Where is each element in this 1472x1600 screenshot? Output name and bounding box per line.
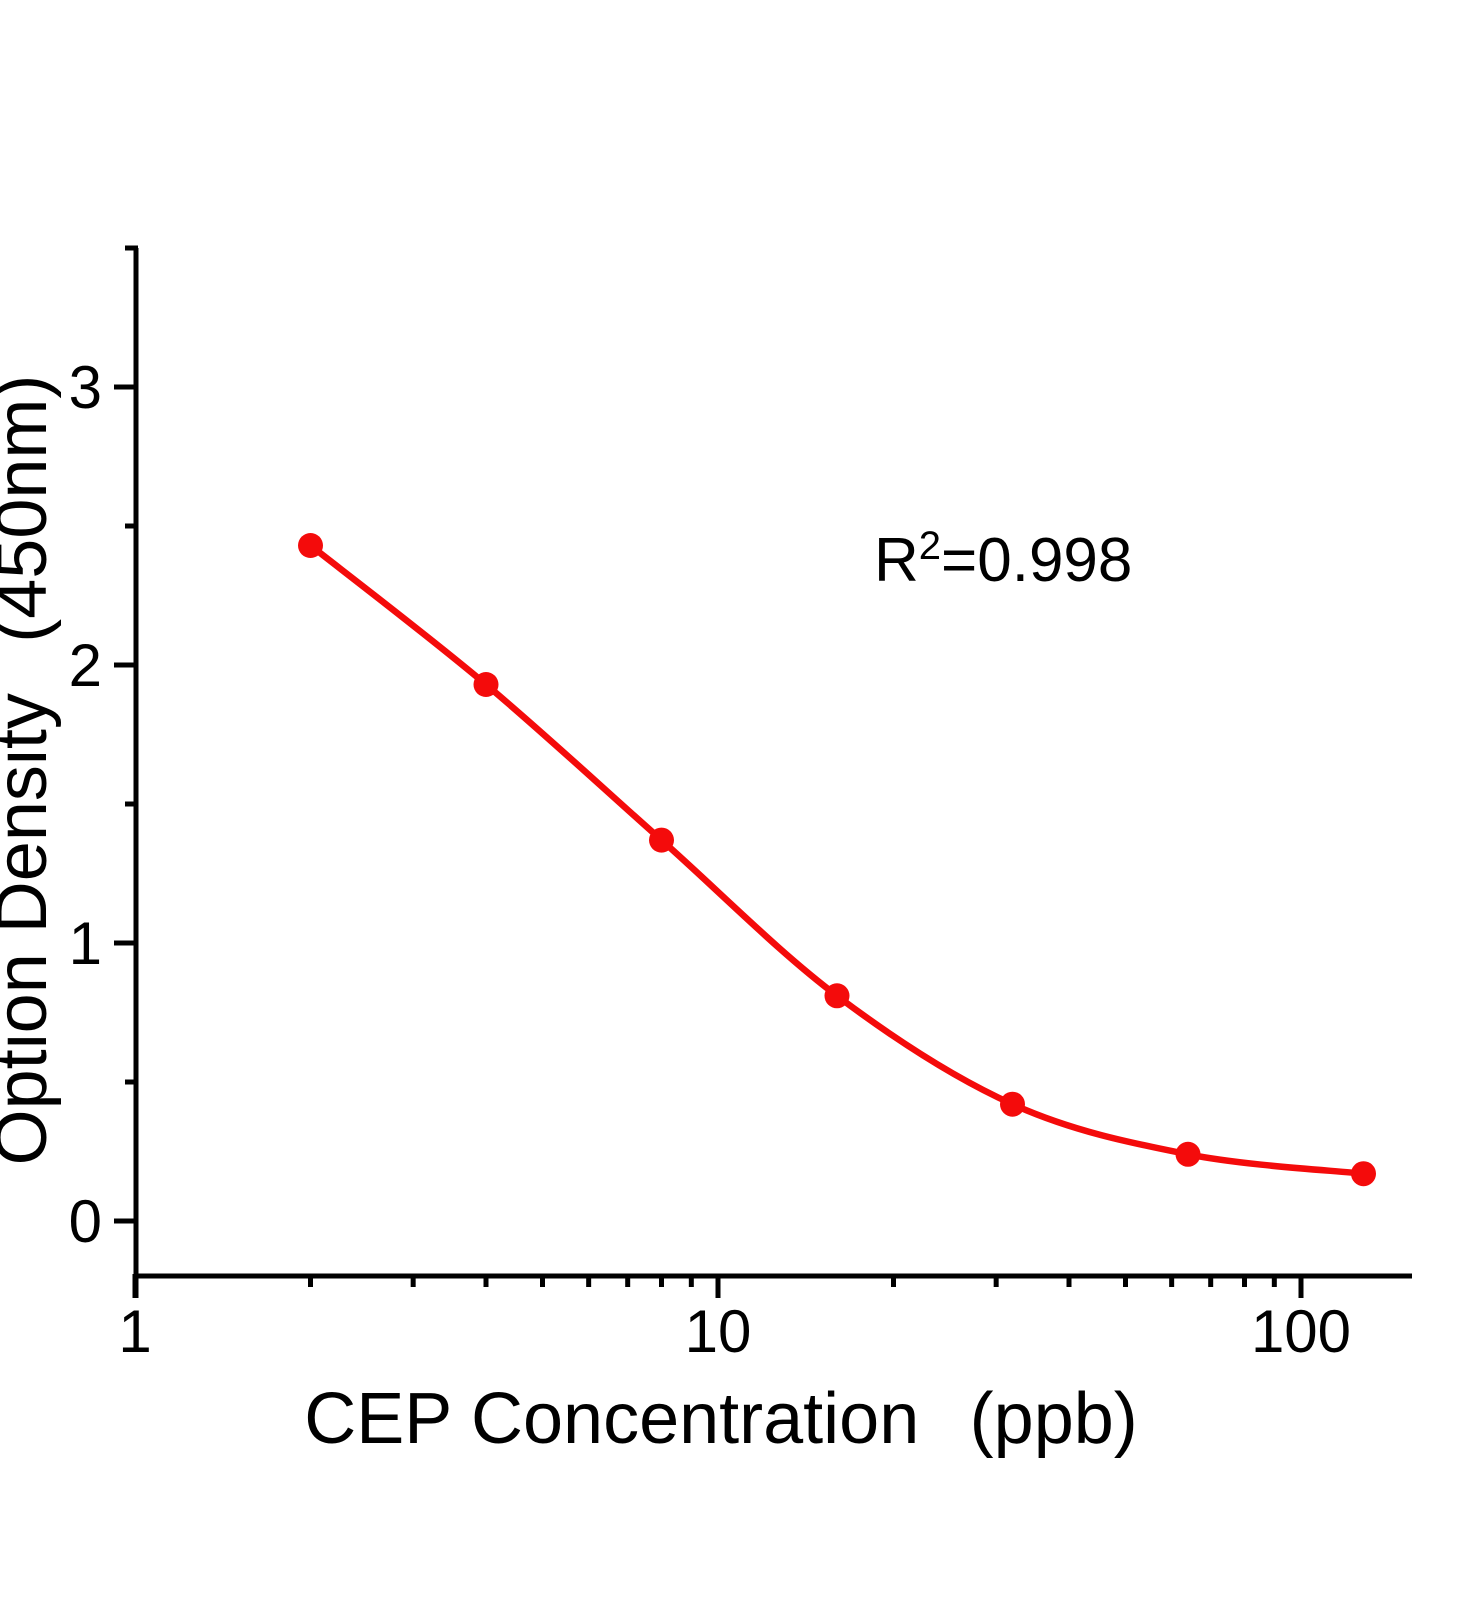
data-points [298,533,1376,1187]
data-point-marker [1000,1091,1025,1117]
data-point-marker [1351,1161,1376,1187]
r-squared-annotation: R2=0.998 [874,526,1132,592]
x-axis-ticks [132,1274,1304,1298]
y-axis-tick-labels: 0 1 2 3 [69,354,102,1255]
data-point-marker [1175,1141,1201,1167]
y-tick-label: 3 [69,354,102,421]
x-tick-label: 10 [685,1298,752,1365]
data-point-marker [649,827,674,853]
y-tick-label: 0 [69,1188,102,1255]
x-tick-label: 100 [1251,1298,1351,1365]
x-tick-label: 1 [118,1298,151,1365]
data-point-marker [298,533,323,558]
x-axis-tick-labels: 1 10 100 [118,1298,1351,1365]
y-axis-title: Option Density (450nm) [0,375,62,1166]
data-point-marker [824,983,850,1009]
y-tick-label: 1 [69,910,102,977]
data-point-marker [473,672,499,697]
y-axis-ticks [114,245,138,1224]
x-axis-title: CEP Concentration (ppb) [304,1379,1138,1459]
r-squared-value: =0.998 [941,526,1133,595]
fitted-curve [307,542,1367,1177]
r-squared-exponent: 2 [918,524,942,568]
y-tick-label: 2 [69,632,102,699]
r-squared-base: R [874,526,919,595]
